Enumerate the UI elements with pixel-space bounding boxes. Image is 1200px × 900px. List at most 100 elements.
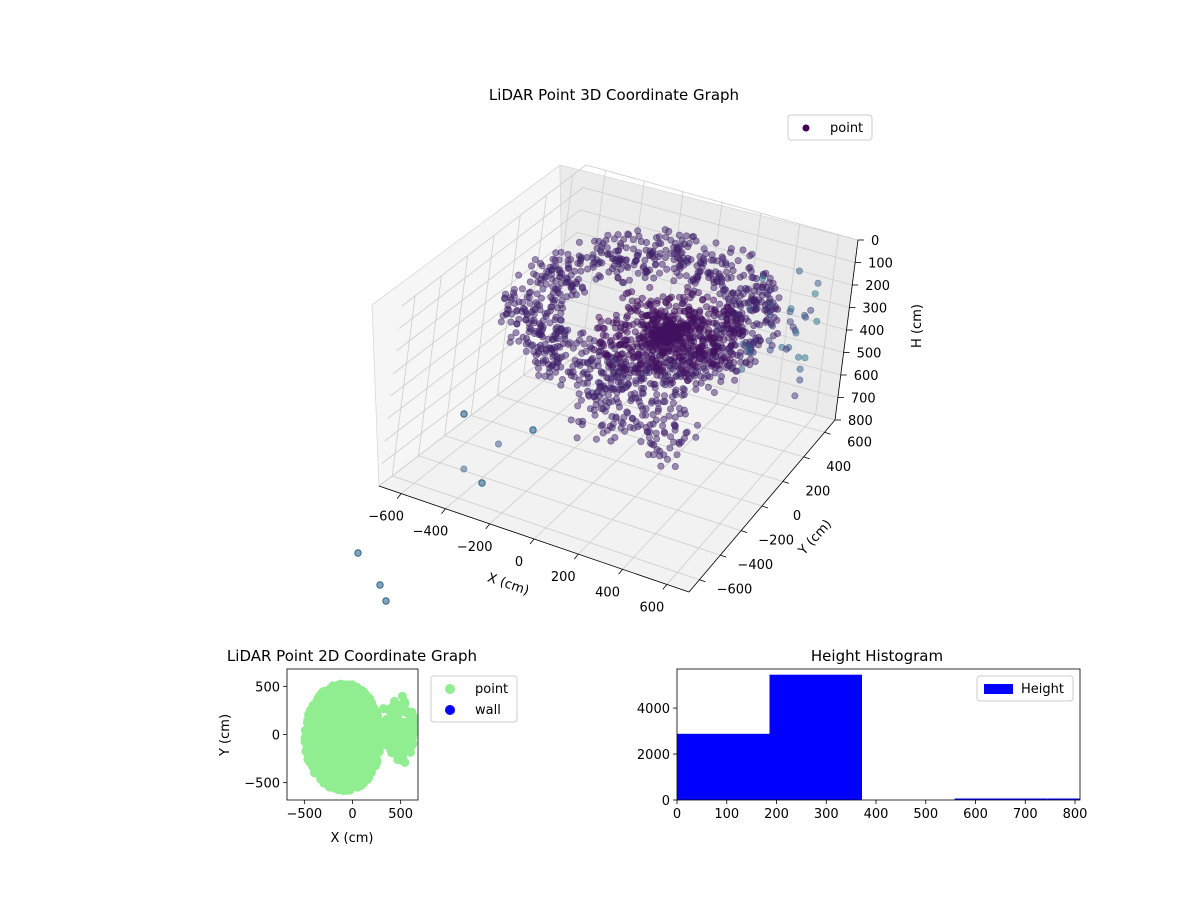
point-3d: [683, 326, 691, 334]
point-2d: [361, 702, 371, 712]
point-3d: [575, 418, 583, 426]
point-3d: [577, 267, 585, 275]
point-3d: [557, 301, 565, 309]
point-3d: [752, 306, 760, 314]
point-2d: [398, 748, 408, 758]
point-3d: [557, 381, 565, 389]
point-3d: [613, 389, 621, 397]
point-3d: [526, 299, 534, 307]
point-3d: [645, 368, 653, 376]
point-2d: [384, 724, 394, 734]
y-tick-label-3d: −600: [717, 583, 753, 598]
point-2d: [307, 746, 317, 756]
point-3d: [644, 340, 652, 348]
point-3d: [655, 269, 663, 277]
point-3d: [667, 250, 675, 258]
x-tick-label-hist: 200: [764, 807, 789, 822]
point-3d: [615, 368, 623, 376]
point-3d: [748, 250, 756, 258]
point-3d-outlier: [460, 410, 468, 418]
histogram-bar: [677, 733, 770, 800]
y-ticks-hist: 0 2000 4000: [637, 702, 677, 809]
point-2d: [379, 704, 388, 714]
point-3d: [637, 402, 645, 410]
x-tick-label-2d: 0: [348, 807, 356, 822]
point-3d: [686, 332, 694, 340]
point-3d: [610, 262, 618, 270]
point-2d: [369, 703, 378, 713]
point-3d: [754, 341, 762, 349]
point-3d: [546, 373, 554, 381]
point-2d: [349, 683, 358, 693]
point-3d: [782, 345, 790, 353]
point-2d: [364, 732, 373, 742]
point-3d: [661, 226, 669, 234]
point-3d: [531, 305, 539, 313]
point-3d: [622, 321, 630, 329]
point-3d: [710, 306, 718, 314]
point-3d: [807, 306, 815, 314]
point-3d: [766, 346, 774, 354]
point-3d: [801, 311, 809, 319]
point-2d: [300, 737, 310, 747]
z-tick-label-3d: 800: [848, 414, 873, 429]
point-3d: [590, 346, 598, 354]
point-3d: [575, 336, 583, 344]
point-3d: [577, 330, 585, 338]
point-3d: [659, 422, 667, 430]
y-tick-label-3d: 400: [826, 460, 851, 475]
point-3d: [537, 294, 545, 302]
point-3d: [531, 256, 539, 264]
point-3d: [712, 239, 720, 247]
point-3d: [792, 329, 800, 337]
point-3d-outlier: [529, 426, 537, 434]
point-3d: [609, 420, 617, 428]
point-2d: [329, 716, 339, 726]
grid-line-z: [401, 164, 859, 307]
point-3d: [661, 371, 669, 379]
point-3d: [623, 314, 631, 322]
point-3d: [736, 292, 744, 300]
point-3d: [604, 391, 612, 399]
point-3d: [617, 259, 625, 267]
point-3d: [639, 321, 647, 329]
point-3d: [615, 341, 623, 349]
point-2d: [349, 722, 359, 732]
z-tick-label-3d: 500: [857, 347, 882, 362]
point-3d: [586, 405, 594, 413]
point-3d: [700, 364, 708, 372]
point-3d: [737, 332, 745, 340]
point-3d: [651, 261, 659, 269]
point-2d: [350, 699, 360, 708]
point-2d: [314, 697, 324, 707]
chart-3d-title: LiDAR Point 3D Coordinate Graph: [489, 86, 739, 104]
legend-3d: point: [787, 114, 873, 141]
point-3d: [613, 351, 621, 359]
point-2d: [357, 686, 367, 695]
point-3d: [773, 329, 781, 337]
point-3d: [646, 283, 654, 291]
y-tick-label-3d: 0: [793, 509, 801, 524]
point-3d: [564, 264, 572, 272]
point-3d: [701, 321, 709, 329]
point-3d: [796, 376, 804, 384]
point-3d: [716, 300, 724, 308]
point-3d: [592, 401, 600, 409]
point-3d: [630, 368, 638, 376]
point-3d: [619, 294, 627, 302]
histogram-bar: [769, 674, 862, 800]
x-tick-label-3d: 400: [595, 585, 620, 600]
z-tick-label-3d: 400: [860, 324, 885, 339]
point-3d: [710, 278, 718, 286]
point-3d: [507, 318, 515, 326]
point-3d: [504, 305, 512, 313]
point-3d: [689, 342, 697, 350]
x-axis-label-2d: X (cm): [331, 831, 374, 846]
point-3d: [730, 335, 738, 343]
point-3d: [706, 271, 714, 279]
x-tick-label-3d: −400: [413, 525, 449, 540]
point-3d: [693, 421, 701, 429]
point-3d: [710, 339, 718, 347]
point-2d: [381, 737, 391, 747]
z-tick-label-3d: 100: [868, 257, 893, 272]
